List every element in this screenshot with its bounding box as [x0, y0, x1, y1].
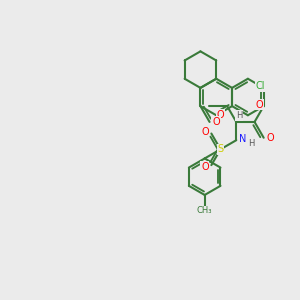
Text: Cl: Cl: [256, 81, 266, 92]
Text: O: O: [212, 117, 220, 127]
Text: H: H: [236, 111, 242, 120]
Text: S: S: [218, 144, 224, 154]
Text: O: O: [201, 162, 209, 172]
Text: O: O: [266, 133, 274, 143]
Text: O: O: [217, 110, 224, 120]
Text: O: O: [201, 127, 209, 137]
Text: H: H: [248, 139, 255, 148]
Text: CH₃: CH₃: [197, 206, 212, 215]
Text: O: O: [256, 100, 263, 110]
Text: N: N: [239, 134, 247, 144]
